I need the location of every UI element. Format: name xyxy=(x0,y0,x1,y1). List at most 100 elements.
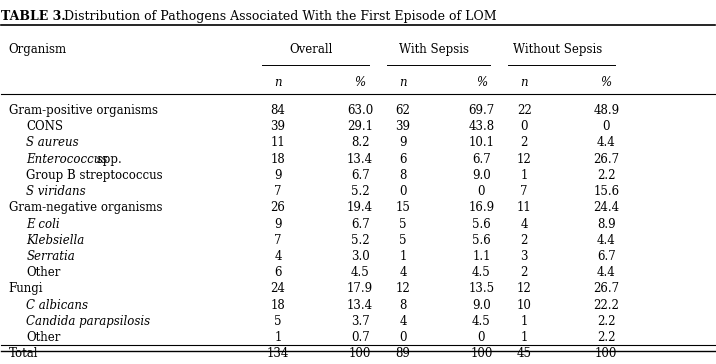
Text: 100: 100 xyxy=(470,347,493,360)
Text: 26.7: 26.7 xyxy=(593,153,619,166)
Text: Gram-positive organisms: Gram-positive organisms xyxy=(9,104,158,117)
Text: S aureus: S aureus xyxy=(26,136,79,150)
Text: 2.2: 2.2 xyxy=(597,331,616,344)
Text: 22: 22 xyxy=(517,104,531,117)
Text: n: n xyxy=(399,76,407,89)
Text: n: n xyxy=(274,76,282,89)
Text: 12: 12 xyxy=(517,282,531,296)
Text: 62: 62 xyxy=(395,104,410,117)
Text: 1: 1 xyxy=(521,315,528,328)
Text: 9: 9 xyxy=(274,218,282,231)
Text: E coli: E coli xyxy=(26,218,60,231)
Text: 7: 7 xyxy=(521,185,528,198)
Text: 7: 7 xyxy=(274,185,282,198)
Text: 0: 0 xyxy=(400,331,407,344)
Text: 4.4: 4.4 xyxy=(597,136,616,150)
Text: 100: 100 xyxy=(349,347,372,360)
Text: 29.1: 29.1 xyxy=(347,120,373,133)
Text: 15.6: 15.6 xyxy=(593,185,619,198)
Text: Other: Other xyxy=(26,331,61,344)
Text: 2.2: 2.2 xyxy=(597,315,616,328)
Text: 1: 1 xyxy=(521,331,528,344)
Text: C albicans: C albicans xyxy=(26,299,88,312)
Text: 6: 6 xyxy=(274,266,282,279)
Text: 3: 3 xyxy=(521,250,528,263)
Text: 9.0: 9.0 xyxy=(472,299,490,312)
Text: 0: 0 xyxy=(521,120,528,133)
Text: 16.9: 16.9 xyxy=(468,201,495,214)
Text: 13.4: 13.4 xyxy=(347,299,373,312)
Text: 11: 11 xyxy=(517,201,531,214)
Text: 4.5: 4.5 xyxy=(351,266,369,279)
Text: Total: Total xyxy=(9,347,38,360)
Text: 6.7: 6.7 xyxy=(351,218,369,231)
Text: CONS: CONS xyxy=(26,120,63,133)
Text: 6.7: 6.7 xyxy=(472,153,490,166)
Text: 4: 4 xyxy=(400,266,407,279)
Text: 8.9: 8.9 xyxy=(597,218,616,231)
Text: 2: 2 xyxy=(521,266,528,279)
Text: 3.7: 3.7 xyxy=(351,315,369,328)
Text: Other: Other xyxy=(26,266,61,279)
Text: Distribution of Pathogens Associated With the First Episode of LOM: Distribution of Pathogens Associated Wit… xyxy=(64,10,497,23)
Text: 0.7: 0.7 xyxy=(351,331,369,344)
Text: 10: 10 xyxy=(517,299,531,312)
Text: 2.2: 2.2 xyxy=(597,169,616,182)
Text: 26.7: 26.7 xyxy=(593,282,619,296)
Text: 8: 8 xyxy=(400,299,407,312)
Text: 1: 1 xyxy=(274,331,282,344)
Text: TABLE 3.: TABLE 3. xyxy=(1,10,66,23)
Text: 17.9: 17.9 xyxy=(347,282,373,296)
Text: 0: 0 xyxy=(478,185,485,198)
Text: 4: 4 xyxy=(274,250,282,263)
Text: 5: 5 xyxy=(400,218,407,231)
Text: %: % xyxy=(476,76,487,89)
Text: 13.5: 13.5 xyxy=(468,282,495,296)
Text: 9.0: 9.0 xyxy=(472,169,490,182)
Text: Serratia: Serratia xyxy=(26,250,75,263)
Text: 2: 2 xyxy=(521,234,528,247)
Text: 1: 1 xyxy=(521,169,528,182)
Text: 5.2: 5.2 xyxy=(351,234,369,247)
Text: 39: 39 xyxy=(395,120,410,133)
Text: 22.2: 22.2 xyxy=(594,299,619,312)
Text: 0: 0 xyxy=(478,331,485,344)
Text: 5.6: 5.6 xyxy=(472,234,490,247)
Text: 12: 12 xyxy=(395,282,410,296)
Text: 4.5: 4.5 xyxy=(472,266,490,279)
Text: 12: 12 xyxy=(517,153,531,166)
Text: Organism: Organism xyxy=(9,43,67,56)
Text: Gram-negative organisms: Gram-negative organisms xyxy=(9,201,162,214)
Text: 3.0: 3.0 xyxy=(351,250,369,263)
Text: 13.4: 13.4 xyxy=(347,153,373,166)
Text: Candida parapsilosis: Candida parapsilosis xyxy=(26,315,150,328)
Text: Klebsiella: Klebsiella xyxy=(26,234,84,247)
Text: 18: 18 xyxy=(271,153,286,166)
Text: 9: 9 xyxy=(400,136,407,150)
Text: 2: 2 xyxy=(521,136,528,150)
Text: n: n xyxy=(521,76,528,89)
Text: 0: 0 xyxy=(400,185,407,198)
Text: 6.7: 6.7 xyxy=(351,169,369,182)
Text: 100: 100 xyxy=(595,347,617,360)
Text: 5.6: 5.6 xyxy=(472,218,490,231)
Text: 10.1: 10.1 xyxy=(468,136,494,150)
Text: 0: 0 xyxy=(602,120,610,133)
Text: 45: 45 xyxy=(517,347,532,360)
Text: 15: 15 xyxy=(395,201,410,214)
Text: With Sepsis: With Sepsis xyxy=(400,43,469,56)
Text: Without Sepsis: Without Sepsis xyxy=(513,43,602,56)
Text: 4: 4 xyxy=(521,218,528,231)
Text: 89: 89 xyxy=(395,347,410,360)
Text: 7: 7 xyxy=(274,234,282,247)
Text: 48.9: 48.9 xyxy=(593,104,619,117)
Text: 4.4: 4.4 xyxy=(597,266,616,279)
Text: Fungi: Fungi xyxy=(9,282,43,296)
Text: 9: 9 xyxy=(274,169,282,182)
Text: 63.0: 63.0 xyxy=(347,104,373,117)
Text: %: % xyxy=(601,76,611,89)
Text: 6: 6 xyxy=(400,153,407,166)
Text: 24.4: 24.4 xyxy=(593,201,619,214)
Text: 1.1: 1.1 xyxy=(472,250,490,263)
Text: 5.2: 5.2 xyxy=(351,185,369,198)
